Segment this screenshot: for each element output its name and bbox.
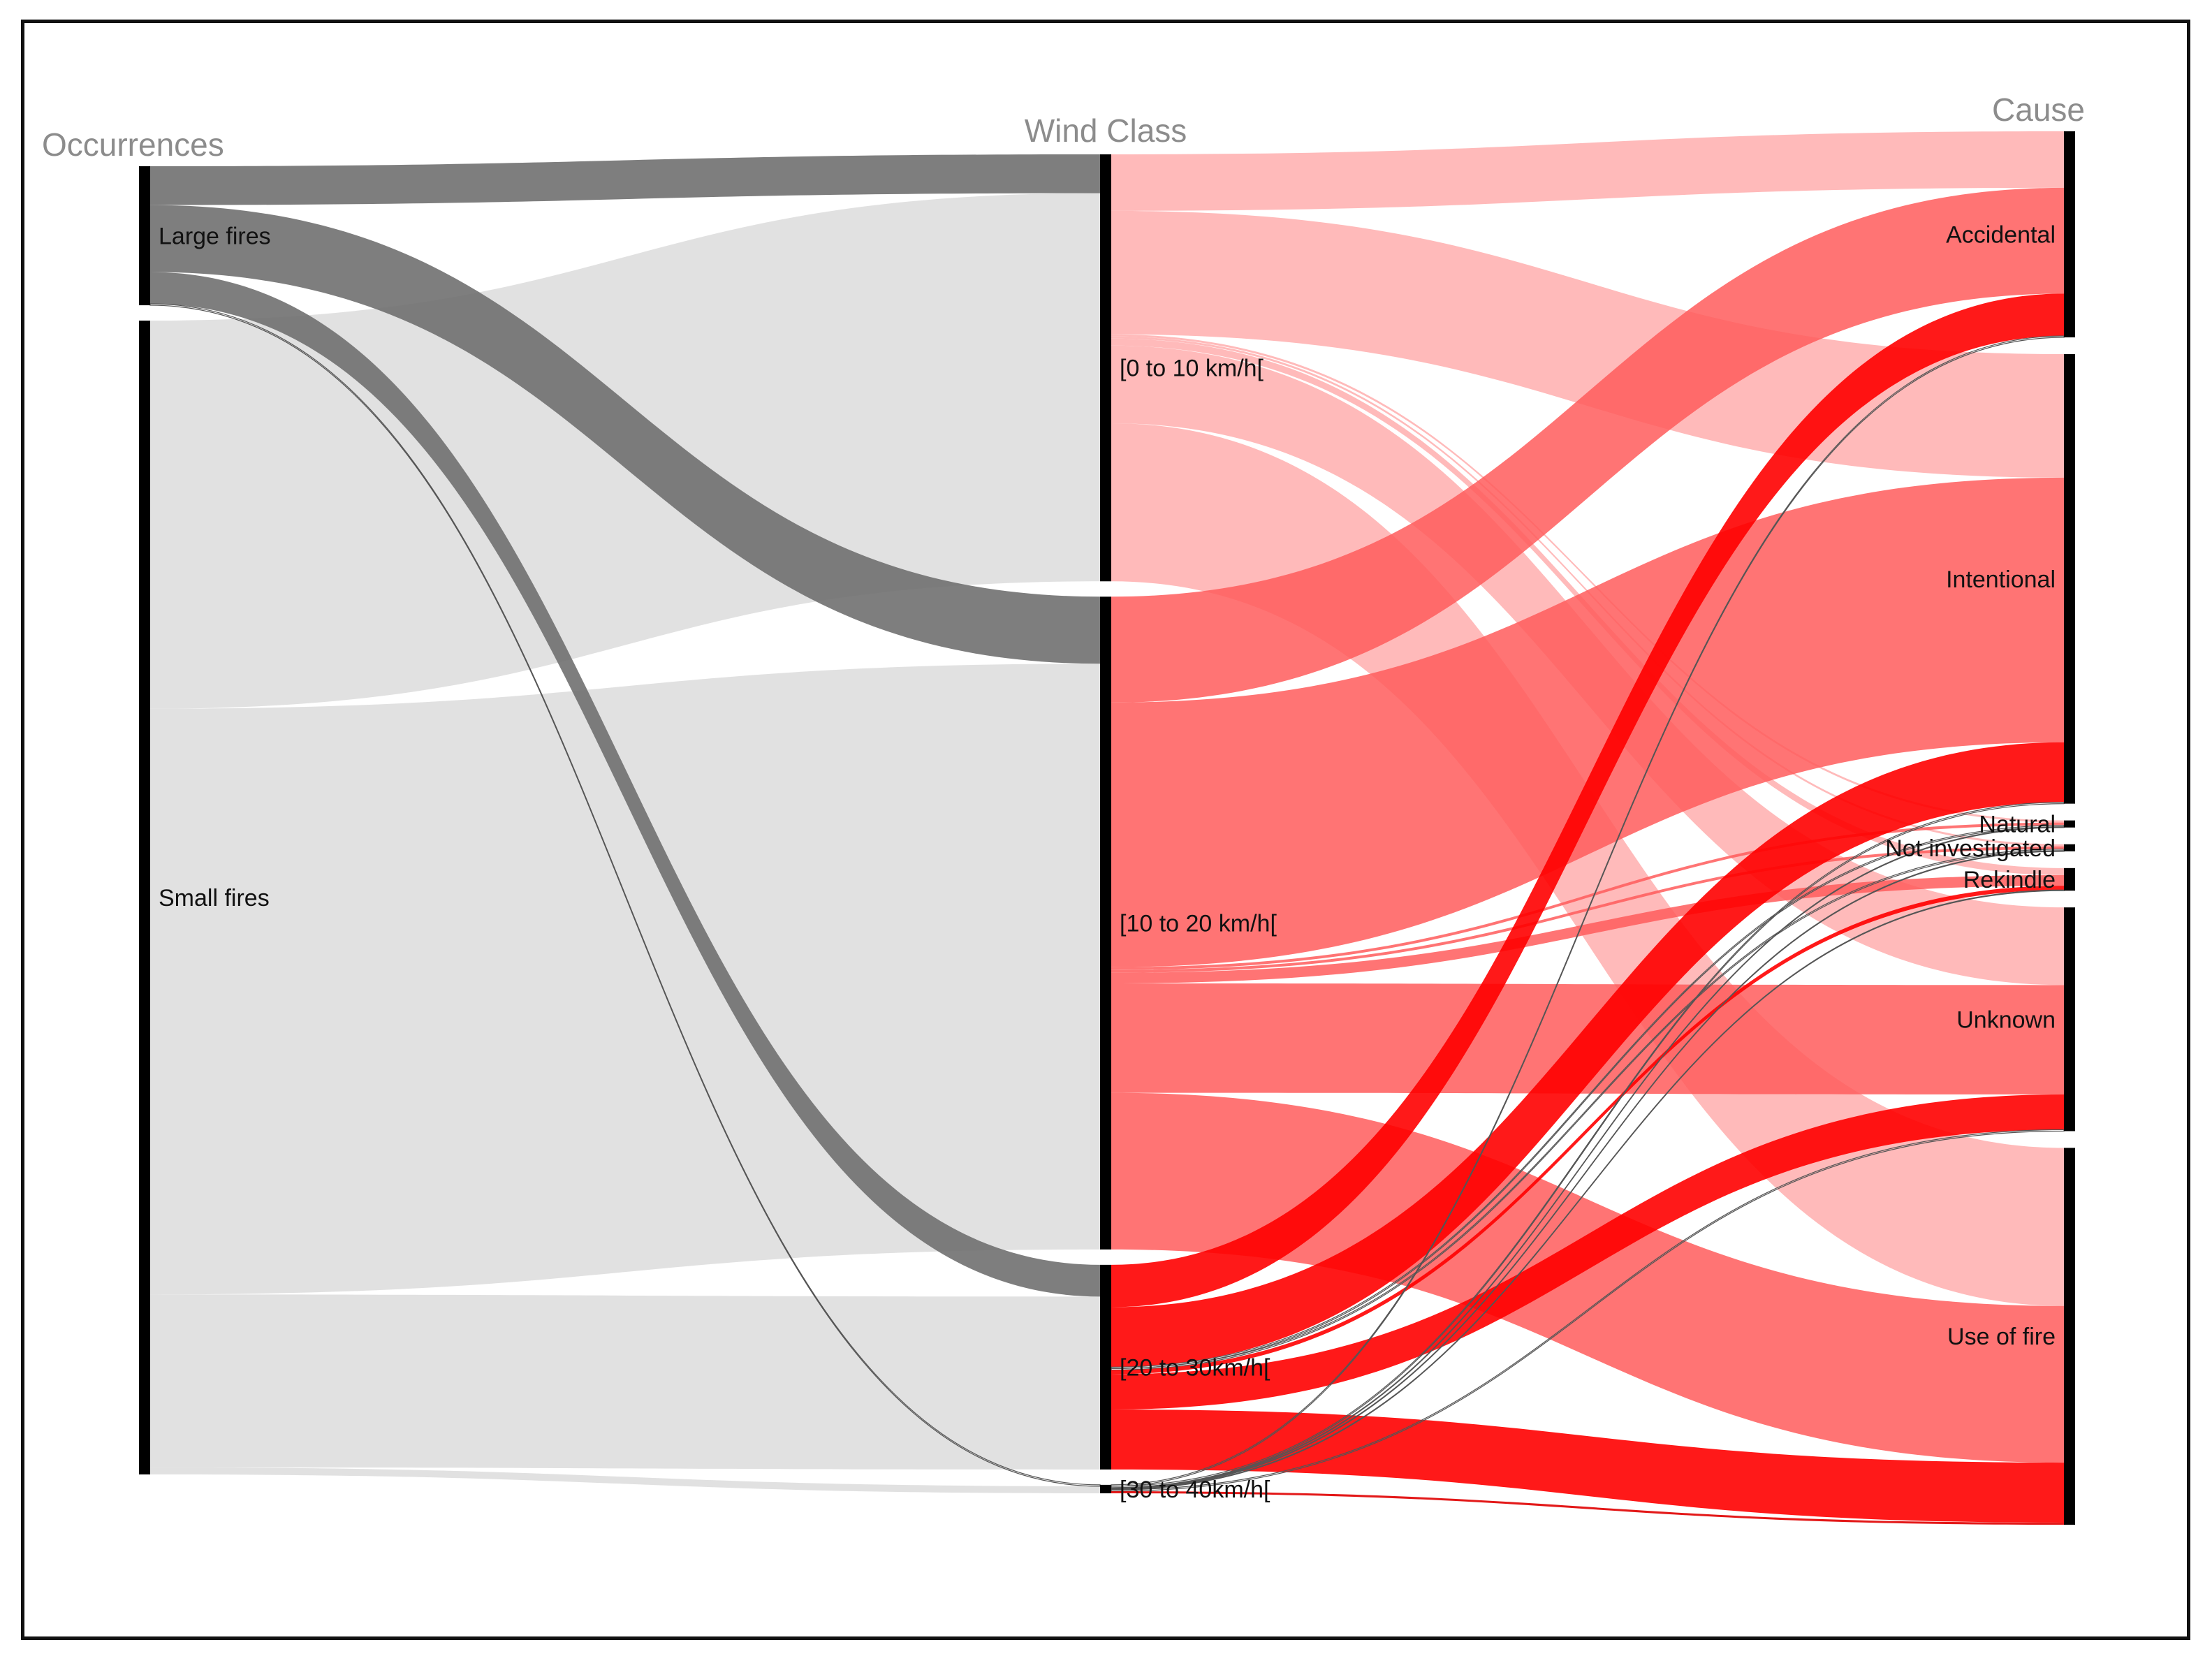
node-unk[interactable] [2064, 907, 2075, 1132]
node-label-large: Large fires [159, 224, 271, 250]
node-label-w1: [10 to 20 km/h[ [1120, 911, 1277, 937]
node-large[interactable] [139, 166, 150, 306]
link-large-w0[interactable] [150, 154, 1100, 205]
column-title-cause: Cause [1992, 91, 2085, 128]
link-w1-nat[interactable] [1111, 822, 2064, 970]
link-w0-nat[interactable] [1111, 334, 2064, 823]
node-w2[interactable] [1100, 1264, 1111, 1470]
node-noi[interactable] [2064, 844, 2075, 851]
node-w0[interactable] [1100, 154, 1111, 582]
link-large-w2[interactable] [150, 272, 1100, 1297]
node-label-acc: Accidental [1946, 222, 2056, 249]
node-label-nat: Natural [1979, 812, 2056, 838]
column-title-occ: Occurrences [42, 126, 224, 163]
link-w1-acc[interactable] [1111, 187, 2064, 703]
column-titles: Occurrences Wind Class Cause [42, 91, 2085, 163]
link-w2-rek[interactable] [1111, 886, 2064, 1375]
node-small[interactable] [139, 321, 150, 1475]
node-label-w3: [30 to 40km/h[ [1120, 1477, 1270, 1503]
node-label-int: Intentional [1946, 566, 2056, 593]
node-w3[interactable] [1100, 1484, 1111, 1493]
node-use[interactable] [2064, 1148, 2075, 1525]
sankey-labels: Large fires Small fires [0 to 10 km/h[ [10 … [159, 222, 2056, 1503]
link-w2-unk[interactable] [1111, 1094, 2064, 1409]
sankey-links [149, 131, 2065, 1525]
node-label-unk: Unknown [1956, 1006, 2056, 1033]
node-label-use: Use of fire [1947, 1324, 2056, 1350]
link-small-w1[interactable] [150, 664, 1100, 1295]
link-w3-use[interactable] [1111, 1491, 2064, 1525]
link-small-w2[interactable] [150, 1294, 1100, 1470]
link-w0-acc[interactable] [1111, 131, 2064, 211]
link-w2-use[interactable] [1111, 1409, 2064, 1523]
node-label-w2: [20 to 30km/h[ [1120, 1354, 1270, 1381]
node-acc[interactable] [2064, 131, 2075, 338]
link-large-w1[interactable] [150, 205, 1100, 664]
link-w3-nat[interactable] [1111, 826, 2065, 1489]
link-small-w3[interactable] [150, 1467, 1100, 1493]
node-rek[interactable] [2064, 867, 2075, 891]
node-label-small: Small fires [159, 885, 270, 911]
link-w2-acc[interactable] [1111, 293, 2064, 1308]
link-w1-int[interactable] [1111, 477, 2064, 967]
node-label-noi: Not investigated [1885, 835, 2056, 862]
diagram-frame: Large fires Small fires [0 to 10 km/h[ [10 … [21, 20, 2190, 1640]
node-nat[interactable] [2064, 820, 2075, 828]
column-title-wind: Wind Class [1025, 112, 1187, 149]
sankey-nodes [139, 131, 2075, 1525]
node-label-rek: Rekindle [1963, 867, 2056, 893]
node-int[interactable] [2064, 354, 2075, 804]
link-w2-int[interactable] [1111, 742, 2064, 1368]
node-label-w0: [0 to 10 km/h[ [1120, 356, 1264, 382]
link-w1-rek[interactable] [1111, 874, 2064, 983]
node-w1[interactable] [1100, 596, 1111, 1250]
sankey-diagram: Large fires Small fires [0 to 10 km/h[ [10 … [42, 91, 2085, 1525]
